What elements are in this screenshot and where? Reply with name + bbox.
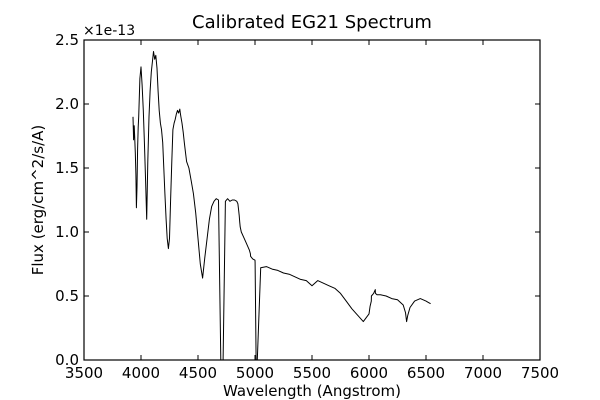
y-tick-label: 2.0 (55, 95, 79, 113)
chart-title: Calibrated EG21 Spectrum (192, 12, 432, 33)
x-tick-label: 6000 (350, 364, 388, 382)
plot-frame (83, 39, 541, 361)
y-tick-label: 0.0 (55, 351, 79, 369)
y-offset-label: ×1e-13 (83, 23, 135, 39)
x-axis: 3500 4000 4500 5000 5500 6000 6500 7000 7500 (65, 40, 559, 382)
x-tick-label: 5500 (293, 364, 331, 382)
x-tick-label: 6500 (407, 364, 445, 382)
y-tick-label: 1.5 (55, 159, 79, 177)
y-axis-label: Flux (erg/cm^2/s/A) (29, 125, 47, 276)
y-tick-label: 2.5 (55, 31, 79, 49)
y-tick-label: 0.5 (55, 287, 79, 305)
x-tick-label: 4500 (179, 364, 217, 382)
y-axis: 0.0 0.5 1.0 1.5 2.0 2.5 (55, 31, 540, 369)
x-tick-label: 4000 (122, 364, 160, 382)
x-tick-label: 3500 (65, 364, 103, 382)
x-tick-label: 7000 (464, 364, 502, 382)
series-line-eg21 (132, 51, 431, 361)
series-layer (132, 51, 431, 361)
x-axis-label: Wavelength (Angstrom) (223, 382, 401, 400)
y-tick-label: 1.0 (55, 223, 79, 241)
x-tick-label: 5000 (236, 364, 274, 382)
x-tick-label: 7500 (521, 364, 559, 382)
